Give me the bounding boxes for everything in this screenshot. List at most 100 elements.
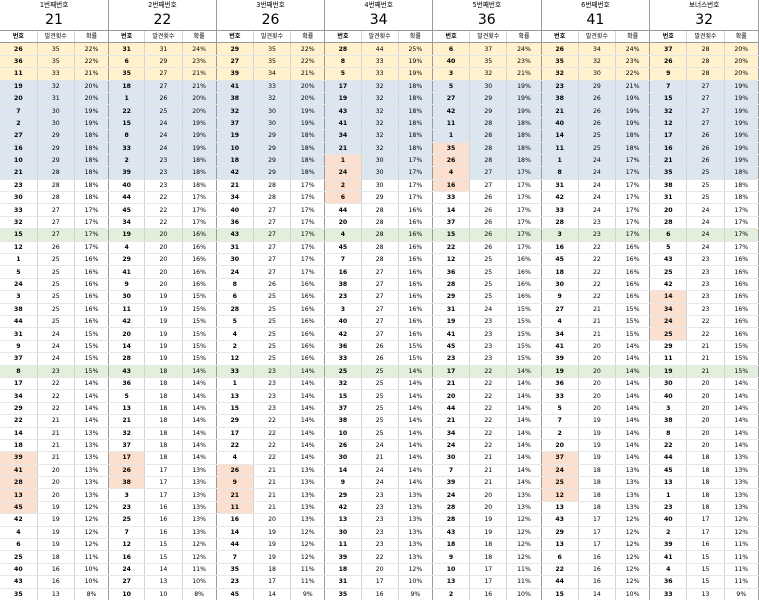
- count-cell[interactable]: 28: [361, 253, 399, 267]
- number-cell[interactable]: 30: [541, 278, 579, 292]
- probability-cell[interactable]: 19%: [615, 92, 651, 106]
- count-cell[interactable]: 23: [578, 228, 617, 242]
- count-cell[interactable]: 19: [578, 414, 617, 428]
- probability-cell[interactable]: 16%: [506, 278, 542, 292]
- count-cell[interactable]: 23: [686, 253, 725, 267]
- probability-cell[interactable]: 14%: [290, 389, 326, 403]
- winning-number-4[interactable]: 34: [324, 10, 433, 31]
- probability-cell[interactable]: 14%: [615, 352, 651, 366]
- number-cell[interactable]: 23: [649, 501, 688, 515]
- column-header-probability[interactable]: 확률: [182, 30, 217, 44]
- count-cell[interactable]: 16: [469, 588, 508, 600]
- count-cell[interactable]: 22: [253, 414, 292, 428]
- number-cell[interactable]: 4: [216, 327, 254, 341]
- probability-cell[interactable]: 12%: [615, 550, 651, 564]
- number-cell[interactable]: 19: [216, 129, 254, 143]
- count-cell[interactable]: 23: [253, 365, 292, 378]
- probability-cell[interactable]: 14%: [506, 414, 542, 428]
- number-cell[interactable]: 41: [324, 117, 362, 131]
- count-cell[interactable]: 21: [686, 365, 725, 378]
- count-cell[interactable]: 23: [253, 377, 292, 391]
- number-cell[interactable]: 1: [432, 129, 471, 143]
- probability-cell[interactable]: 13%: [615, 501, 651, 515]
- count-cell[interactable]: 16: [37, 575, 75, 589]
- count-cell[interactable]: 21: [253, 464, 292, 478]
- probability-cell[interactable]: 11%: [724, 538, 759, 552]
- count-cell[interactable]: 27: [253, 265, 292, 279]
- count-cell[interactable]: 29: [37, 129, 75, 143]
- probability-cell[interactable]: 16%: [724, 290, 759, 304]
- group-title-7[interactable]: 보너스번호: [649, 0, 759, 10]
- number-cell[interactable]: 40: [324, 315, 362, 329]
- count-cell[interactable]: 19: [144, 290, 183, 304]
- number-cell[interactable]: 7: [541, 414, 579, 428]
- count-cell[interactable]: 14: [578, 588, 617, 600]
- count-cell[interactable]: 28: [469, 154, 508, 168]
- count-cell[interactable]: 23: [469, 327, 508, 341]
- group-title-5[interactable]: 5번째번호: [432, 0, 542, 10]
- number-cell[interactable]: 34: [108, 216, 146, 230]
- probability-cell[interactable]: 19%: [74, 104, 110, 118]
- probability-cell[interactable]: 18%: [398, 117, 433, 131]
- count-cell[interactable]: 25: [253, 352, 292, 366]
- count-cell[interactable]: 20: [578, 377, 617, 391]
- count-cell[interactable]: 18: [578, 501, 617, 515]
- probability-cell[interactable]: 16%: [290, 352, 326, 366]
- probability-cell[interactable]: 12%: [506, 550, 542, 564]
- count-cell[interactable]: 35: [469, 55, 508, 69]
- count-cell[interactable]: 25: [469, 278, 508, 292]
- number-cell[interactable]: 30: [324, 451, 362, 465]
- probability-cell[interactable]: 16%: [398, 327, 433, 341]
- probability-cell[interactable]: 13%: [724, 451, 759, 465]
- count-cell[interactable]: 25: [686, 166, 725, 180]
- count-cell[interactable]: 27: [253, 203, 292, 217]
- column-header-number[interactable]: 번호: [0, 30, 38, 44]
- count-cell[interactable]: 25: [361, 414, 399, 428]
- number-cell[interactable]: 38: [216, 92, 254, 106]
- count-cell[interactable]: 26: [469, 191, 508, 205]
- count-cell[interactable]: 18: [686, 501, 725, 515]
- count-cell[interactable]: 26: [37, 241, 75, 255]
- count-cell[interactable]: 21: [37, 451, 75, 465]
- probability-cell[interactable]: 15%: [615, 327, 651, 341]
- probability-cell[interactable]: 19%: [182, 142, 217, 155]
- number-cell[interactable]: 29: [649, 340, 688, 354]
- number-cell[interactable]: 36: [541, 377, 579, 391]
- number-cell[interactable]: 37: [432, 216, 471, 230]
- number-cell[interactable]: 31: [324, 575, 362, 589]
- probability-cell[interactable]: 19%: [724, 154, 759, 168]
- probability-cell[interactable]: 14%: [615, 340, 651, 354]
- number-cell[interactable]: 38: [541, 92, 579, 106]
- probability-cell[interactable]: 14%: [290, 439, 326, 453]
- number-cell[interactable]: 19: [324, 92, 362, 106]
- number-cell[interactable]: 30: [0, 191, 38, 205]
- probability-cell[interactable]: 16%: [74, 253, 110, 267]
- count-cell[interactable]: 27: [37, 203, 75, 217]
- number-cell[interactable]: 25: [541, 476, 579, 490]
- count-cell[interactable]: 27: [686, 117, 725, 131]
- probability-cell[interactable]: 18%: [506, 154, 542, 168]
- number-cell[interactable]: 44: [324, 203, 362, 217]
- group-title-6[interactable]: 6번째번호: [541, 0, 651, 10]
- count-cell[interactable]: 30: [37, 117, 75, 131]
- number-cell[interactable]: 40: [541, 117, 579, 131]
- number-cell[interactable]: 37: [541, 451, 579, 465]
- probability-cell[interactable]: 14%: [398, 389, 433, 403]
- group-title-1[interactable]: 1번째번호: [0, 0, 110, 10]
- number-cell[interactable]: 21: [216, 488, 254, 502]
- number-cell[interactable]: 5: [216, 315, 254, 329]
- probability-cell[interactable]: 13%: [182, 476, 217, 490]
- number-cell[interactable]: 36: [649, 575, 688, 589]
- probability-cell[interactable]: 21%: [182, 80, 217, 93]
- probability-cell[interactable]: 18%: [724, 191, 759, 205]
- number-cell[interactable]: 32: [541, 67, 579, 81]
- number-cell[interactable]: 42: [541, 191, 579, 205]
- count-cell[interactable]: 35: [37, 42, 75, 56]
- probability-cell[interactable]: 13%: [182, 488, 217, 502]
- probability-cell[interactable]: 13%: [74, 476, 110, 490]
- number-cell[interactable]: 40: [216, 203, 254, 217]
- number-cell[interactable]: 7: [324, 253, 362, 267]
- number-cell[interactable]: 13: [216, 389, 254, 403]
- count-cell[interactable]: 17: [578, 513, 617, 527]
- probability-cell[interactable]: 17%: [398, 179, 433, 193]
